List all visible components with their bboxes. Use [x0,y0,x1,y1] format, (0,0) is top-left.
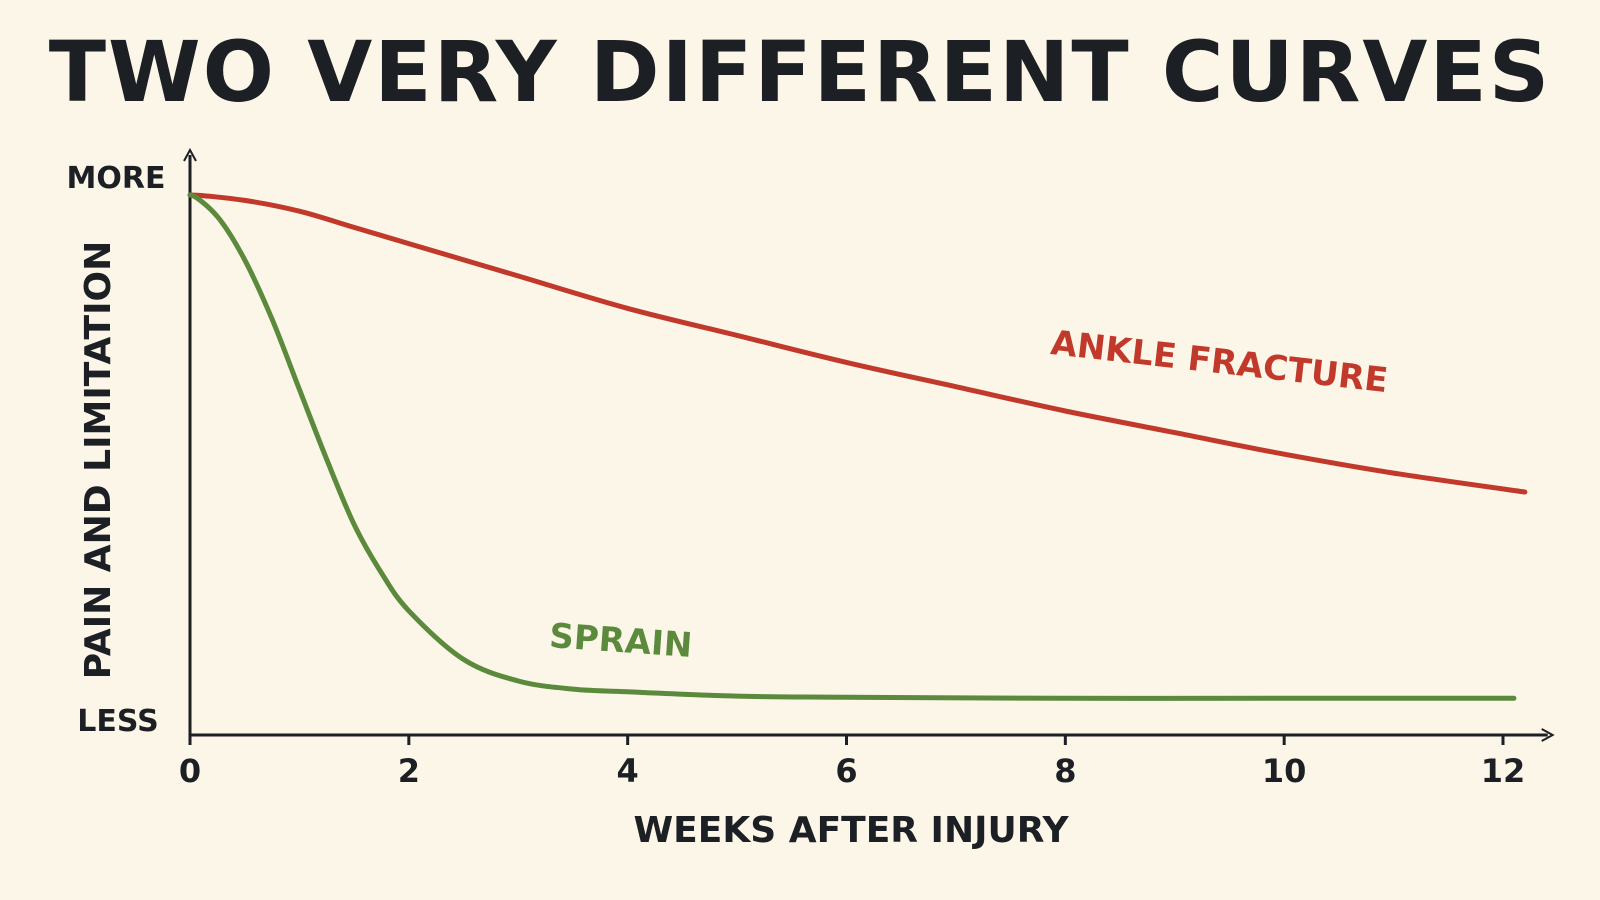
series-line-sprain [187,192,1517,701]
series-line-ankle-fracture [187,192,1528,495]
x-ticks: 0 2 4 6 8 10 12 [179,735,1525,790]
y-axis-top-label: MORE [67,161,166,196]
x-tick-label: 0 [179,752,201,790]
series-label-sprain: SPRAIN [548,616,693,666]
x-tick-label: 10 [1262,752,1307,790]
series-lines [187,192,1528,701]
y-axis-bottom-label: LESS [77,704,158,739]
x-tick-label: 12 [1481,752,1526,790]
x-tick-label: 2 [398,752,420,790]
chart-title: TWO VERY DIFFERENT CURVES [48,23,1552,121]
x-axis-title: WEEKS AFTER INJURY [633,810,1069,851]
series-label-ankle-fracture: ANKLE FRACTURE [1049,323,1390,401]
x-tick-label: 4 [617,752,639,790]
y-axis-title: PAIN AND LIMITATION [78,241,119,679]
x-tick-label: 8 [1054,752,1076,790]
x-tick-label: 6 [835,752,857,790]
